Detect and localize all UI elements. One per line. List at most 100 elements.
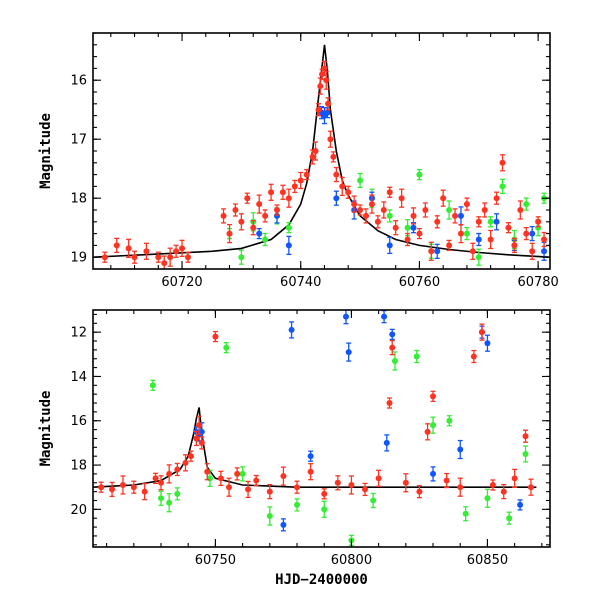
data-point (161, 260, 168, 267)
data-point (505, 224, 512, 231)
data-point (217, 475, 224, 482)
data-point (413, 353, 420, 360)
data-point (357, 207, 364, 213)
data-point (541, 236, 548, 243)
data-point (529, 230, 536, 237)
y-tick-label: 14 (70, 370, 87, 385)
data-point (226, 230, 233, 237)
data-point (389, 344, 396, 351)
data-point (321, 506, 328, 513)
data-point (345, 189, 352, 196)
data-point (457, 446, 464, 453)
y-tick-label: 12 (70, 326, 87, 341)
data-point (517, 501, 524, 508)
data-point (101, 254, 108, 261)
bottom-panel: 60750 60800 60850 12 14 16 18 20 Magnitude HJD−24… (38, 309, 551, 588)
data-point (279, 189, 286, 196)
data-point (234, 470, 241, 477)
data-point (238, 254, 245, 261)
data-point (380, 207, 387, 213)
data-point (416, 230, 423, 237)
y-tick-label: 18 (70, 459, 87, 474)
data-point (386, 400, 393, 407)
data-point (416, 171, 423, 178)
data-point (463, 201, 470, 208)
data-point (457, 484, 464, 491)
data-point (386, 212, 393, 219)
data-point (324, 109, 331, 116)
data-point (113, 242, 120, 249)
top-panel: 60720 60740 60760 60780 16 17 18 19 Magnitude (38, 32, 559, 290)
data-point (312, 148, 319, 154)
data-point (262, 236, 269, 243)
data-point (193, 435, 200, 442)
data-point (469, 248, 476, 255)
data-point (317, 83, 324, 90)
data-point (198, 428, 205, 435)
x-axis-label: HJD−2400000 (275, 572, 368, 588)
y-axis-label: Magnitude (38, 113, 54, 189)
data-point (280, 521, 287, 528)
data-point (363, 212, 370, 219)
data-point (280, 473, 287, 480)
green-series (149, 342, 529, 547)
data-point (430, 422, 437, 429)
data-point (204, 468, 211, 475)
x-tick-label: 60760 (399, 275, 440, 290)
data-point (141, 488, 148, 495)
data-point (130, 484, 137, 491)
data-point (462, 510, 469, 517)
data-point (487, 218, 494, 225)
data-point (307, 453, 314, 460)
data-point (250, 224, 257, 231)
data-point (226, 484, 233, 491)
data-point (392, 224, 399, 231)
data-point (212, 333, 219, 340)
x-tick-label: 60720 (161, 275, 202, 290)
data-point (487, 236, 494, 243)
data-point (386, 189, 393, 196)
data-point (506, 515, 513, 522)
data-point (268, 189, 275, 196)
x-tick-label: 60780 (517, 275, 558, 290)
data-point (166, 470, 173, 477)
data-point (499, 159, 506, 166)
data-point (119, 481, 126, 488)
data-point (481, 207, 488, 213)
data-point (98, 484, 105, 491)
data-point (245, 486, 252, 493)
data-point (285, 242, 292, 249)
data-point (541, 248, 548, 255)
data-point (256, 201, 263, 208)
y-tick-label: 18 (70, 192, 87, 207)
data-point (327, 136, 334, 143)
data-point (143, 248, 150, 255)
x-tick-label: 60800 (331, 553, 372, 568)
data-point (174, 490, 181, 497)
data-point (323, 77, 330, 84)
data-point (158, 495, 165, 502)
data-point (244, 195, 251, 202)
data-point (368, 201, 375, 208)
data-point (370, 497, 377, 504)
data-point (475, 218, 482, 225)
data-point (470, 353, 477, 360)
data-point (351, 201, 358, 208)
data-point (443, 477, 450, 484)
data-point (430, 470, 437, 477)
red-series (98, 323, 534, 501)
data-point (325, 100, 332, 107)
data-point (131, 254, 138, 261)
data-point (266, 488, 273, 495)
x-tick-label: 60750 (195, 553, 236, 568)
data-point (522, 450, 529, 457)
data-point (391, 357, 398, 364)
data-point (330, 153, 337, 160)
plot-area (93, 310, 537, 547)
x-tick-label: 60850 (467, 553, 508, 568)
data-point (511, 475, 518, 482)
data-point (291, 183, 298, 190)
data-point (158, 479, 165, 486)
data-point (404, 224, 411, 231)
